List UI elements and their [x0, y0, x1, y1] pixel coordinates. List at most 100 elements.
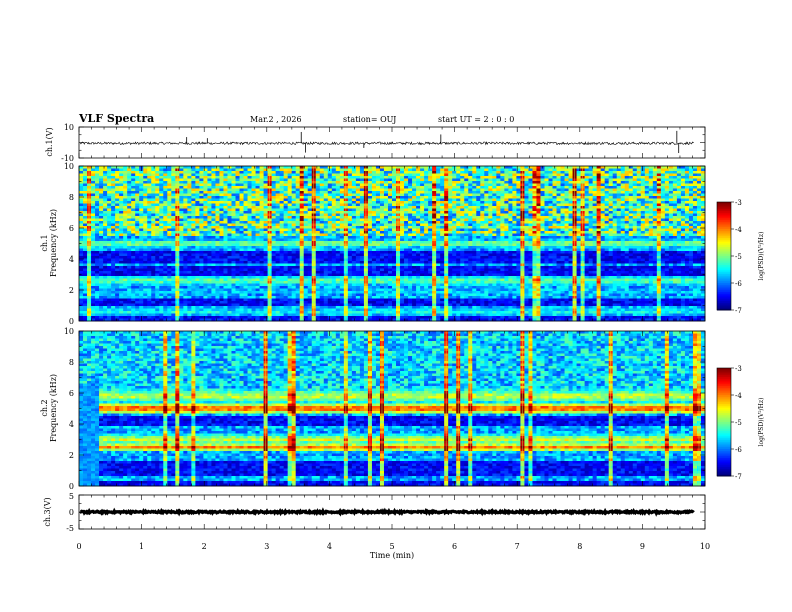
- spectrogram-cell: [103, 178, 108, 182]
- spectrogram-cell: [107, 196, 112, 199]
- spectrogram-cell: [91, 178, 96, 182]
- spectrogram-cell: [107, 238, 112, 242]
- spectrogram-cell: [596, 193, 602, 197]
- spectrogram-cell: [255, 241, 260, 244]
- spectrogram-cell: [548, 176, 553, 179]
- spectrogram-cell: [307, 171, 313, 174]
- spectrogram-cell: [424, 228, 429, 232]
- spectrogram-cell: [444, 196, 449, 199]
- spectrogram-cell: [279, 221, 285, 224]
- spectrogram-cell: [207, 188, 212, 192]
- spectrogram-cell: [223, 211, 228, 214]
- spectrogram-cell: [327, 188, 333, 192]
- spectrogram-cell: [107, 206, 112, 209]
- spectrogram-cell: [700, 238, 706, 242]
- spectrogram-cell: [279, 176, 285, 179]
- spectrogram-cell: [371, 213, 377, 217]
- spectrogram-cell: [576, 223, 581, 227]
- spectrogram-cell: [584, 226, 590, 229]
- spectrogram-cell: [676, 203, 682, 207]
- spectrogram-cell: [552, 238, 557, 242]
- spectrogram-cell: [219, 186, 224, 189]
- spectrogram-cell: [440, 216, 445, 219]
- spectrogram-cell: [303, 206, 309, 209]
- spectrogram-cell: [79, 241, 84, 244]
- spectrogram-cell: [239, 238, 244, 242]
- spectrogram-cell: [412, 188, 417, 192]
- spectrogram-cell: [223, 236, 228, 239]
- spectrogram-cell: [588, 188, 594, 192]
- spectrogram-cell: [424, 188, 429, 192]
- spectrogram-cell: [624, 203, 630, 207]
- spectrogram-cell: [652, 181, 658, 184]
- spectrogram-cell: [119, 243, 124, 247]
- spectrogram-cell: [524, 223, 529, 227]
- spectrogram-cell: [279, 196, 285, 199]
- spectrogram-cell: [231, 203, 236, 207]
- spectrogram-cell: [560, 206, 565, 209]
- spectrogram-cell: [179, 206, 184, 209]
- spectrogram-cell: [119, 233, 124, 237]
- spectrogram-cell: [700, 188, 706, 192]
- spectrogram-cell: [496, 183, 501, 187]
- spectrogram-cell: [620, 203, 626, 207]
- spectrogram-cell: [544, 216, 549, 219]
- spectrogram-cell: [516, 186, 521, 189]
- spectrogram-cell: [95, 171, 100, 174]
- spectrogram-cell: [215, 188, 220, 192]
- spectrogram-cell: [640, 236, 646, 239]
- spectrogram-cell: [155, 186, 160, 189]
- spectrogram-cell: [167, 226, 172, 229]
- spectrogram-cell: [536, 208, 541, 212]
- spectrogram-cell: [528, 193, 533, 197]
- spectrogram-cell: [127, 186, 132, 189]
- spectrogram-cell: [416, 223, 421, 227]
- spectrogram-cell: [279, 171, 285, 174]
- spectrogram-cell: [564, 226, 569, 229]
- spectrogram-cell: [219, 176, 224, 179]
- spectrogram-cell: [263, 193, 268, 197]
- spectrogram-cell: [231, 211, 236, 214]
- spectrogram-cell: [355, 181, 361, 184]
- spectrogram-cell: [383, 166, 389, 169]
- spectrogram-cell: [448, 173, 453, 177]
- spectrogram-cell: [536, 206, 541, 209]
- spectrogram-cell: [552, 181, 557, 184]
- spectrogram-cell: [424, 216, 429, 219]
- spectrogram-cell: [556, 203, 561, 207]
- spectrogram-cell: [279, 218, 285, 222]
- spectrogram-cell: [119, 176, 124, 179]
- spectrogram-cell: [123, 173, 128, 177]
- spectrogram-cell: [315, 186, 321, 189]
- spectrogram-cell: [123, 171, 128, 174]
- spectrogram-cell: [179, 186, 184, 189]
- spectrogram-cell: [416, 211, 421, 214]
- spectrogram-cell: [315, 173, 321, 177]
- spectrogram-cell: [139, 171, 144, 174]
- spectrogram-cell: [387, 186, 393, 189]
- spectrogram-cell: [652, 191, 658, 194]
- spectrogram-cell: [339, 233, 345, 237]
- spectrogram-cell: [171, 213, 176, 217]
- spectrogram-cell: [688, 233, 694, 237]
- spectrogram-cell: [323, 221, 329, 224]
- spectrogram-cell: [672, 223, 678, 227]
- spectrogram-cell: [664, 183, 670, 187]
- spectrogram-cell: [640, 183, 646, 187]
- spectrogram-cell: [536, 171, 541, 174]
- spectrogram-cell: [564, 236, 569, 239]
- spectrogram-cell: [592, 191, 598, 194]
- spectrogram-cell: [139, 233, 144, 237]
- spectrogram-cell: [283, 191, 289, 194]
- spectrogram-cell: [315, 228, 321, 232]
- spectrogram-cell: [392, 186, 397, 189]
- spectrogram-cell: [636, 201, 642, 204]
- spectrogram-cell: [656, 183, 662, 187]
- spectrogram-cell: [420, 181, 425, 184]
- spectrogram-cell: [436, 206, 441, 209]
- spectrogram-cell: [556, 231, 561, 234]
- spectrogram-cell: [512, 166, 517, 169]
- spectrogram-cell: [476, 228, 481, 232]
- spectrogram-cell: [211, 178, 216, 182]
- spectrogram-cell: [83, 231, 88, 234]
